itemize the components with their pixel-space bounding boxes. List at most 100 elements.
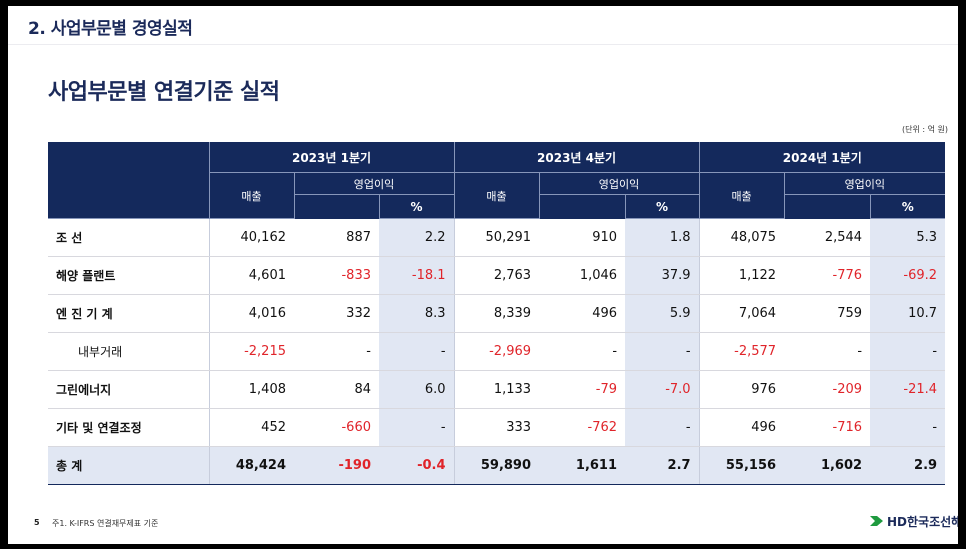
margin-cell: - bbox=[625, 408, 700, 447]
hd-arrow-logo-icon bbox=[870, 516, 883, 526]
margin-cell: - bbox=[870, 408, 946, 447]
op-profit-amount-header bbox=[783, 194, 871, 219]
margin-cell: - bbox=[625, 332, 700, 371]
sales-cell: -2,215 bbox=[208, 332, 294, 371]
op-profit-cell: -716 bbox=[784, 408, 871, 447]
margin-cell: - bbox=[379, 408, 455, 447]
sales-cell: 4,601 bbox=[208, 256, 294, 295]
op-profit-cell: - bbox=[784, 332, 871, 371]
unit-note: (단위 : 억 원) bbox=[901, 125, 948, 134]
table-row: 엔 진 기 계 4,016 332 8.3 8,339 496 5.9 7,064 759 10.… bbox=[48, 294, 946, 333]
sales-cell: 1,122 bbox=[698, 256, 785, 295]
op-profit-cell: -660 bbox=[294, 408, 379, 447]
sales-cell: 8,339 bbox=[453, 294, 540, 333]
sales-cell: 55,156 bbox=[698, 446, 785, 485]
margin-cell: 1.8 bbox=[625, 218, 700, 257]
margin-pct-header: % bbox=[378, 194, 455, 219]
corner-header bbox=[48, 142, 209, 219]
op-profit-cell: 1,602 bbox=[784, 446, 871, 485]
sales-cell: 333 bbox=[453, 408, 540, 447]
margin-cell: -69.2 bbox=[870, 256, 946, 295]
row-label: 엔 진 기 계 bbox=[48, 294, 209, 333]
margin-cell: 2.9 bbox=[870, 446, 946, 485]
sales-cell: 1,133 bbox=[453, 370, 540, 409]
op-profit-cell: 332 bbox=[294, 294, 379, 333]
margin-cell: -7.0 bbox=[625, 370, 700, 409]
row-label: 총 계 bbox=[48, 446, 209, 485]
row-label: 내부거래 bbox=[48, 332, 209, 371]
op-profit-amount-header bbox=[538, 194, 626, 219]
total-row: 총 계 48,424 -190 -0.4 59,890 1,611 2.7 55,156 1,6… bbox=[48, 446, 946, 485]
op-profit-cell: -833 bbox=[294, 256, 379, 295]
op-profit-cell: -190 bbox=[294, 446, 379, 485]
margin-cell: 5.9 bbox=[625, 294, 700, 333]
results-table: 2023년 1분기 2023년 4분기 2024년 1분기 매출 영업이익 매출… bbox=[48, 142, 946, 485]
sales-cell: 1,408 bbox=[208, 370, 294, 409]
page-title: 사업부문별 연결기준 실적 bbox=[48, 80, 280, 105]
sales-cell: -2,969 bbox=[453, 332, 540, 371]
table-row: 그린에너지 1,408 84 6.0 1,133 -79 -7.0 976 -209 -21.4 bbox=[48, 370, 946, 409]
sales-cell: 59,890 bbox=[453, 446, 540, 485]
margin-cell: 6.0 bbox=[379, 370, 455, 409]
slide: 2. 사업부문별 경영실적 사업부문별 연결기준 실적 (단위 : 억 원) 2… bbox=[8, 6, 958, 544]
margin-cell: -18.1 bbox=[379, 256, 455, 295]
sales-cell: 50,291 bbox=[453, 218, 540, 257]
period-header: 2024년 1분기 bbox=[698, 142, 946, 173]
op-profit-cell: 84 bbox=[294, 370, 379, 409]
margin-cell: - bbox=[870, 332, 946, 371]
op-profit-header: 영업이익 bbox=[293, 172, 455, 195]
op-profit-cell: 910 bbox=[539, 218, 626, 257]
op-profit-cell: 759 bbox=[784, 294, 871, 333]
margin-cell: 5.3 bbox=[870, 218, 946, 257]
period-header: 2023년 4분기 bbox=[453, 142, 700, 173]
margin-cell: 10.7 bbox=[870, 294, 946, 333]
sales-cell: 48,424 bbox=[208, 446, 294, 485]
op-profit-cell: 1,046 bbox=[539, 256, 626, 295]
op-profit-cell: 2,544 bbox=[784, 218, 871, 257]
op-profit-amount-header bbox=[293, 194, 379, 219]
margin-cell: -0.4 bbox=[379, 446, 455, 485]
row-label: 그린에너지 bbox=[48, 370, 209, 409]
margin-cell: 8.3 bbox=[379, 294, 455, 333]
sales-cell: 7,064 bbox=[698, 294, 785, 333]
op-profit-cell: -79 bbox=[539, 370, 626, 409]
company-logo: HD한국조선해양 bbox=[870, 512, 958, 530]
sales-cell: 40,162 bbox=[208, 218, 294, 257]
section-divider bbox=[8, 44, 958, 45]
op-profit-cell: - bbox=[294, 332, 379, 371]
sales-header: 매출 bbox=[208, 172, 294, 219]
margin-cell: - bbox=[379, 332, 455, 371]
op-profit-header: 영업이익 bbox=[538, 172, 700, 195]
sales-cell: -2,577 bbox=[698, 332, 785, 371]
footnote: 주1. K-IFRS 연결재무제표 기준 bbox=[52, 519, 159, 528]
logo-text: HD한국조선해양 bbox=[887, 514, 958, 529]
period-header: 2023년 1분기 bbox=[208, 142, 455, 173]
margin-pct-header: % bbox=[869, 194, 946, 219]
margin-pct-header: % bbox=[624, 194, 700, 219]
table-row: 조 선 40,162 887 2.2 50,291 910 1.8 48,075 2,544 5.… bbox=[48, 218, 946, 257]
sales-header: 매출 bbox=[453, 172, 540, 219]
table-row: 기타 및 연결조정 452 -660-333 -762-496 -716- bbox=[48, 408, 946, 447]
op-profit-cell: -762 bbox=[539, 408, 626, 447]
margin-cell: 2.7 bbox=[625, 446, 700, 485]
section-title: 2. 사업부문별 경영실적 bbox=[28, 19, 193, 39]
margin-cell: -21.4 bbox=[870, 370, 946, 409]
op-profit-header: 영업이익 bbox=[783, 172, 946, 195]
sales-cell: 48,075 bbox=[698, 218, 785, 257]
op-profit-cell: 887 bbox=[294, 218, 379, 257]
table-row: 해양 플랜트 4,601 -833 -18.1 2,763 1,046 37.9 1,122-… bbox=[48, 256, 946, 295]
margin-cell: 37.9 bbox=[625, 256, 700, 295]
sales-cell: 976 bbox=[698, 370, 785, 409]
row-label: 해양 플랜트 bbox=[48, 256, 209, 295]
op-profit-cell: -776 bbox=[784, 256, 871, 295]
row-label: 기타 및 연결조정 bbox=[48, 408, 209, 447]
sales-header: 매출 bbox=[698, 172, 785, 219]
page-number: 5 bbox=[34, 518, 40, 527]
table-row: 내부거래 -2,215- - -2,969- - -2,577- - bbox=[48, 332, 946, 371]
sales-cell: 4,016 bbox=[208, 294, 294, 333]
sales-cell: 452 bbox=[208, 408, 294, 447]
row-label: 조 선 bbox=[48, 218, 209, 257]
op-profit-cell: 496 bbox=[539, 294, 626, 333]
op-profit-cell: -209 bbox=[784, 370, 871, 409]
table-body: 조 선 40,162 887 2.2 50,291 910 1.8 48,075 2,544 5.… bbox=[48, 218, 946, 485]
